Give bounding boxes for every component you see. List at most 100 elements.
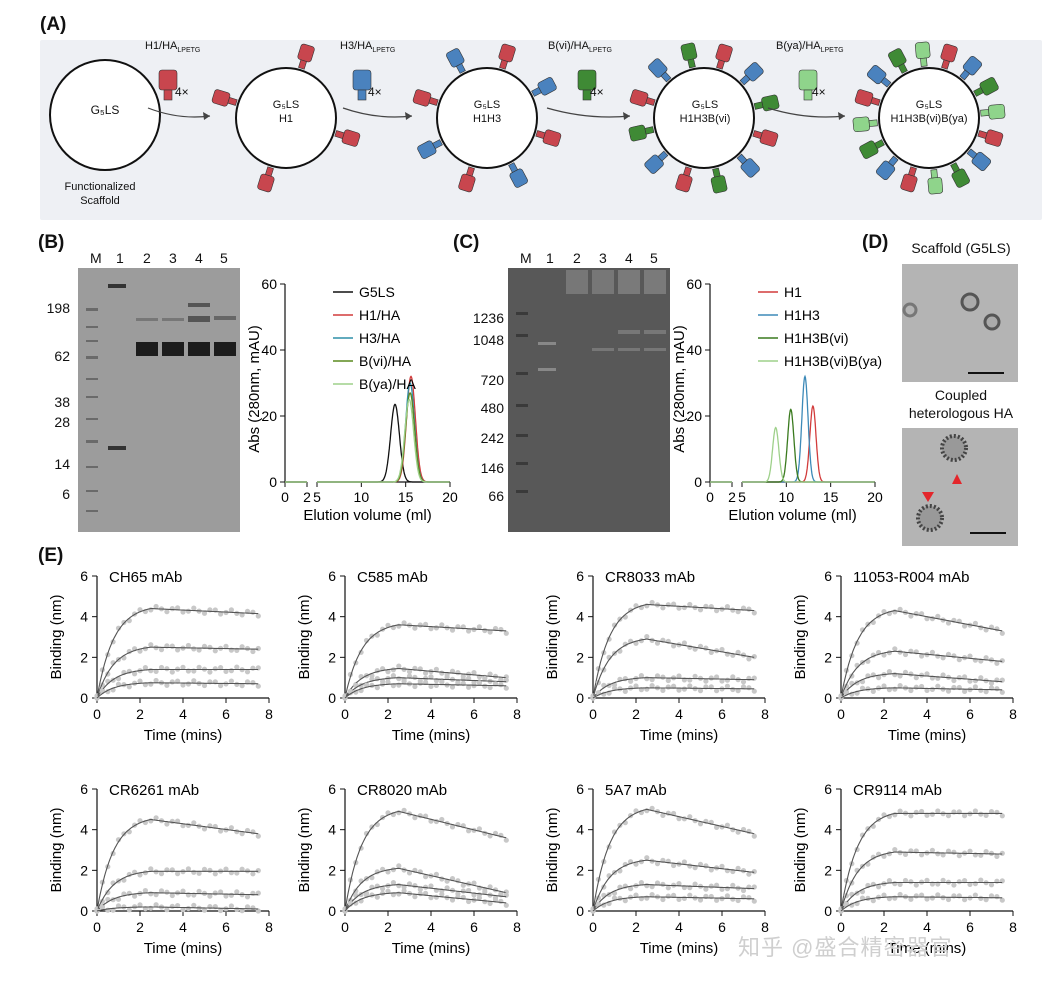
- data-point: [676, 896, 682, 902]
- fit-curve: [840, 650, 1003, 699]
- gel-c-marker: 146: [480, 460, 504, 476]
- x-tick-label: 20: [867, 489, 883, 505]
- x-tick-label: 2: [303, 489, 311, 505]
- x-axis-label: Elution volume (ml): [728, 507, 856, 524]
- data-point: [471, 880, 477, 886]
- data-point: [212, 648, 218, 654]
- y-axis-label: Binding (nm): [792, 807, 809, 892]
- data-point: [223, 668, 229, 674]
- gel-c-lane-m: M: [520, 250, 532, 266]
- data-point: [487, 671, 493, 677]
- data-point: [972, 684, 978, 690]
- data-point: [665, 602, 671, 608]
- nanoparticle-circle: [878, 67, 980, 169]
- data-point: [169, 669, 175, 675]
- data-point: [185, 822, 191, 828]
- data-point: [967, 848, 973, 854]
- data-point: [951, 882, 957, 888]
- data-point: [132, 893, 138, 899]
- y-tick-label: 0: [80, 690, 88, 706]
- data-point: [234, 906, 240, 912]
- data-point: [940, 672, 946, 678]
- data-point: [940, 877, 946, 883]
- chart-title: CH65 mAb: [109, 569, 182, 586]
- data-point: [201, 826, 208, 832]
- data-point: [638, 880, 644, 886]
- data-point: [476, 895, 482, 901]
- data-point: [654, 861, 661, 867]
- data-point: [687, 814, 693, 820]
- step3-multiplier: 4×: [590, 85, 604, 99]
- gel-bands: [86, 284, 236, 512]
- x-tick-label: 8: [761, 919, 769, 935]
- data-point: [234, 664, 240, 670]
- data-point: [374, 685, 380, 691]
- data-point: [913, 882, 919, 888]
- data-point: [671, 862, 677, 869]
- arrow-icon: [342, 107, 413, 118]
- data-point: [476, 826, 482, 832]
- data-point: [892, 646, 898, 652]
- data-point: [196, 888, 202, 894]
- ha-trimer-icon: [914, 41, 931, 67]
- data-point: [412, 815, 418, 821]
- data-point: [908, 879, 914, 885]
- data-point: [676, 881, 682, 887]
- data-point: [412, 674, 418, 680]
- data-point: [681, 686, 687, 692]
- ha-trimer-icon: [675, 166, 693, 193]
- data-point: [902, 877, 909, 884]
- em-title-coupled: Coupled heterologous HA: [908, 387, 1014, 421]
- data-point: [746, 685, 752, 691]
- data-point: [999, 689, 1005, 695]
- x-tick-label: 2: [136, 706, 144, 722]
- y-tick-label: 20: [686, 408, 702, 424]
- x-tick-label: 8: [761, 706, 769, 722]
- data-point: [611, 622, 618, 628]
- data-point: [951, 653, 957, 659]
- data-point: [228, 668, 234, 674]
- data-point: [423, 621, 429, 627]
- series-line: [742, 426, 875, 483]
- x-tick-label: 6: [966, 706, 974, 722]
- data-point: [945, 620, 952, 626]
- data-point: [153, 603, 159, 610]
- data-point: [153, 668, 159, 674]
- data-point: [201, 610, 208, 616]
- gel-c-marker: 1048: [472, 332, 504, 348]
- legend-label: H3/HA: [359, 330, 401, 346]
- data-point: [218, 665, 224, 671]
- ha-trimer-icon: [752, 129, 779, 147]
- data-point: [913, 675, 919, 681]
- data-point: [487, 684, 493, 691]
- data-point: [697, 607, 704, 613]
- em-image-coupled: [902, 428, 1018, 546]
- data-point: [978, 811, 984, 817]
- binding-chart-c585: 0 2 4 6 0 2 4 6 8 Time (mins) Binding (nm) C585 mAb: [296, 568, 521, 744]
- data-point: [234, 889, 240, 895]
- data-point: [902, 851, 909, 857]
- data-point: [962, 897, 968, 903]
- data-point: [859, 685, 866, 691]
- data-point: [255, 908, 261, 914]
- data-point: [406, 673, 413, 679]
- x-tick-label: 2: [880, 706, 888, 722]
- data-point: [687, 644, 693, 650]
- ha-trimer-icon: [980, 103, 1006, 120]
- data-point: [751, 654, 757, 660]
- data-point: [735, 688, 741, 694]
- legend-label: H1H3: [784, 307, 820, 323]
- data-point: [692, 673, 698, 679]
- x-tick-label: 6: [222, 919, 230, 935]
- y-tick-label: 6: [328, 781, 336, 797]
- data-point: [719, 678, 725, 684]
- y-tick-label: 6: [576, 781, 584, 797]
- data-point: [401, 807, 407, 813]
- ha-trimer-icon: [973, 77, 999, 97]
- fit-curve: [840, 896, 1003, 912]
- data-point: [158, 664, 165, 671]
- data-point: [390, 667, 396, 673]
- x-tick-label: 8: [265, 919, 273, 935]
- data-point: [191, 678, 197, 684]
- data-point: [972, 620, 978, 626]
